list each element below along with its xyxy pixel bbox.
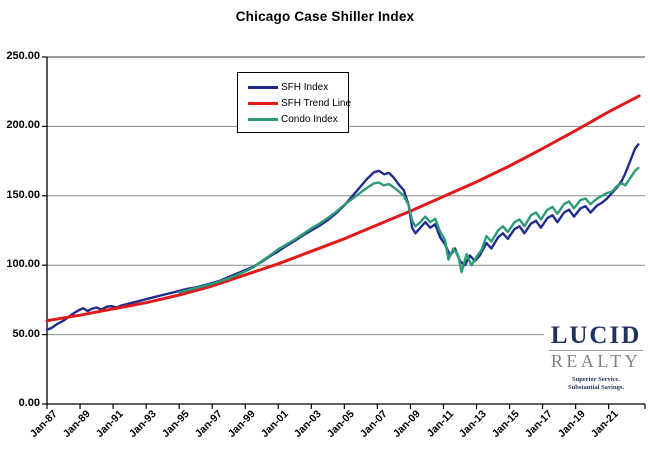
sfh-index-line-swatch (248, 85, 278, 89)
y-axis-label: 250.00 (6, 50, 40, 62)
condo-index-line-swatch (248, 117, 278, 121)
logo-tagline: Superior Service. Substantial Savings. (544, 376, 648, 393)
chart-title: Chicago Case Shiller Index (235, 9, 415, 24)
logo-wordmark-lucid: LUCID (548, 322, 644, 351)
lucid-realty-logo: LUCID REALTY Superior Service. Substanti… (544, 323, 648, 400)
legend-label: SFH Trend Line (281, 97, 352, 109)
legend-label: Condo Index (281, 113, 338, 125)
y-axis-label: 200.00 (6, 119, 40, 132)
logo-wordmark-realty: REALTY (550, 351, 642, 371)
series-line-sfh-index (45, 143, 640, 331)
logo-tagline-line1: Superior Service. (572, 375, 620, 383)
sfh-trend-line-swatch (248, 101, 278, 105)
y-axis-label: 100.00 (6, 258, 40, 271)
series-line-condo-index (177, 166, 640, 294)
legend-box: SFH Index SFH Trend Line Condo Index (237, 72, 352, 133)
legend-item-sfh-index: SFH Index (248, 79, 348, 95)
y-axis-label: 150.00 (6, 188, 40, 201)
legend-label: SFH Index (281, 81, 329, 93)
legend-item-sfh-trend-line: SFH Trend Line (248, 95, 352, 111)
legend-item-condo-index: Condo Index (248, 111, 348, 127)
y-axis-label: 0.00 (18, 397, 40, 409)
y-axis-label: 50.00 (12, 327, 40, 340)
series-line-sfh-trend-line (45, 94, 641, 323)
logo-tagline-line2: Substantial Savings. (568, 384, 624, 392)
